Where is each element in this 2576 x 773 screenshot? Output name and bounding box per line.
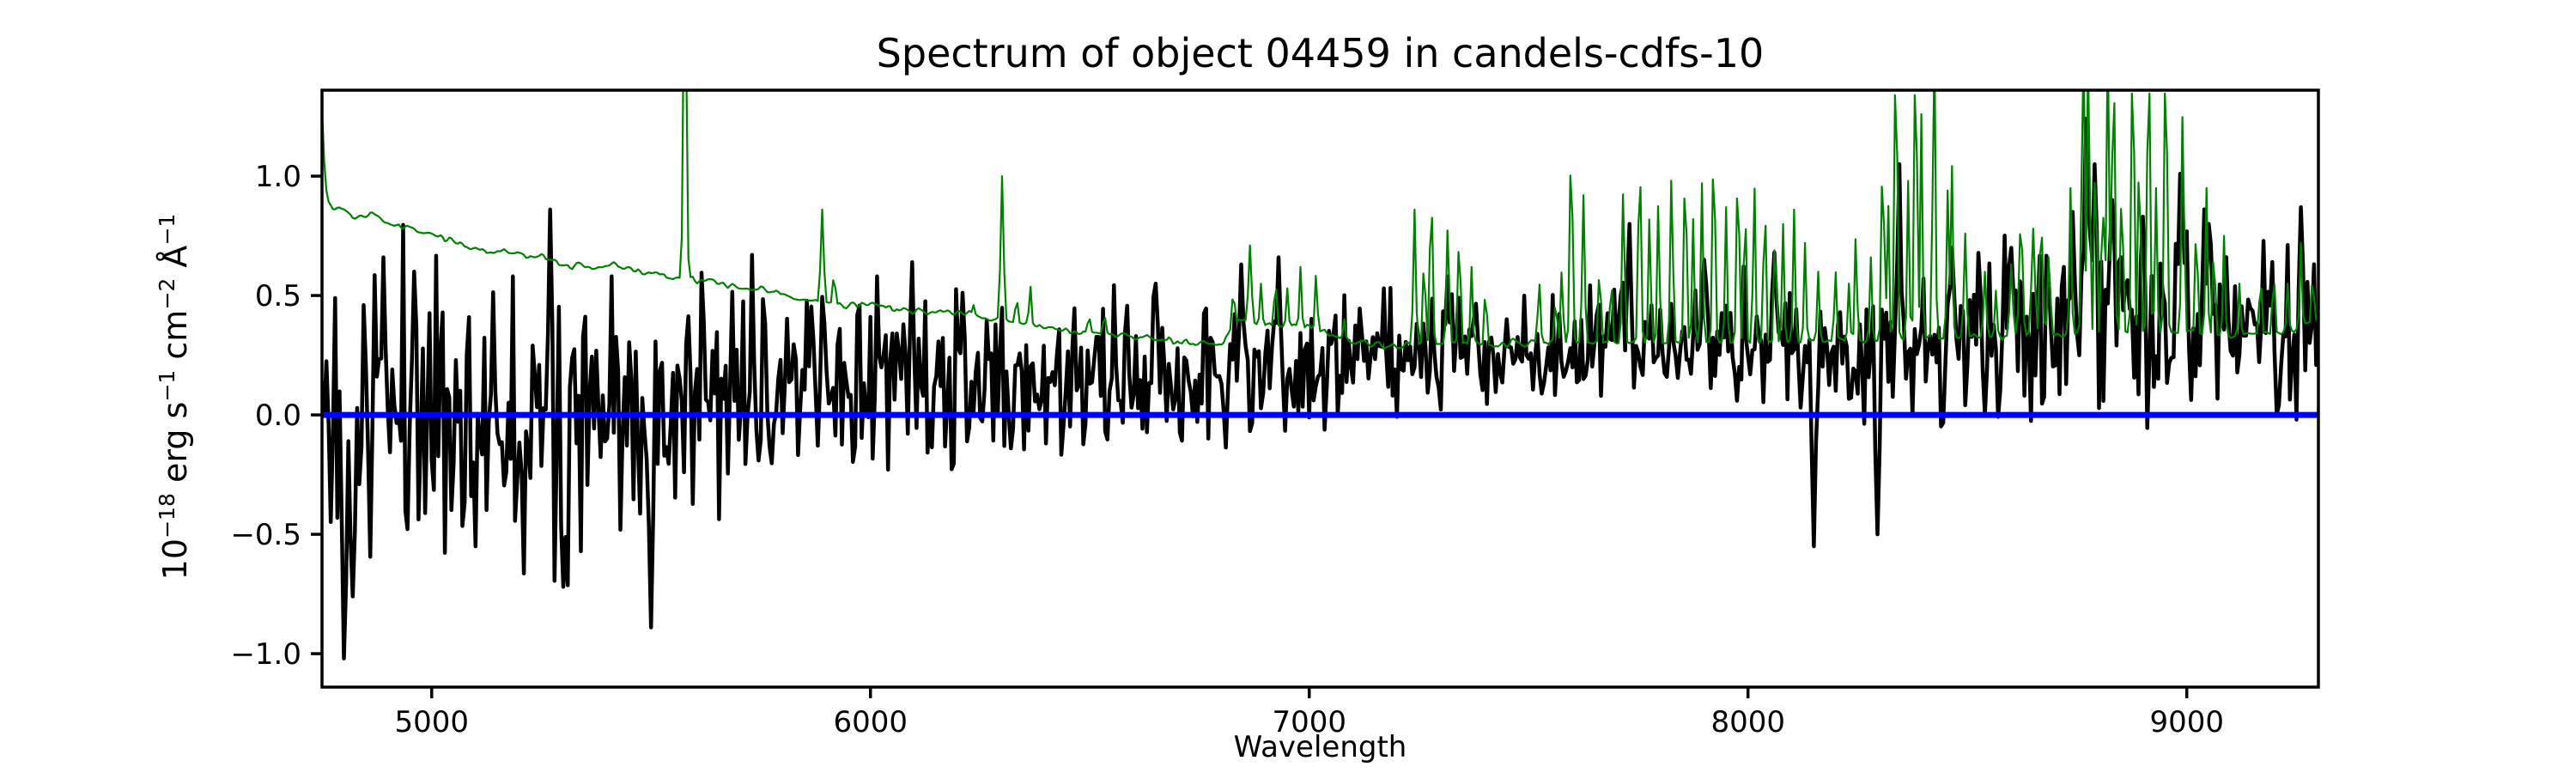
y-tick-label: 0.0 — [255, 399, 301, 433]
y-tick-label: −0.5 — [230, 518, 301, 552]
x-axis-label: Wavelength — [1233, 730, 1407, 764]
error-series-line — [322, 90, 2318, 350]
y-tick-label: −1.0 — [230, 637, 301, 672]
x-tick-label: 9000 — [2149, 705, 2224, 740]
y-tick-label: 1.0 — [255, 160, 301, 194]
y-tick-label: 0.5 — [255, 279, 301, 313]
axes-layer: 5000 6000 7000 8000 9000 −1.0 −0.5 0.0 0.5 1.0 — [230, 88, 2320, 740]
flux-series-line — [322, 117, 2318, 660]
series-layer — [322, 90, 2318, 660]
plot-border — [320, 88, 2320, 689]
x-tick-label: 6000 — [833, 705, 908, 740]
x-tick-label: 7000 — [1272, 705, 1346, 740]
chart-title: Spectrum of object 04459 in candels-cdfs… — [876, 30, 1765, 76]
x-tick-label: 8000 — [1710, 705, 1785, 740]
x-tick-label: 5000 — [394, 705, 469, 740]
